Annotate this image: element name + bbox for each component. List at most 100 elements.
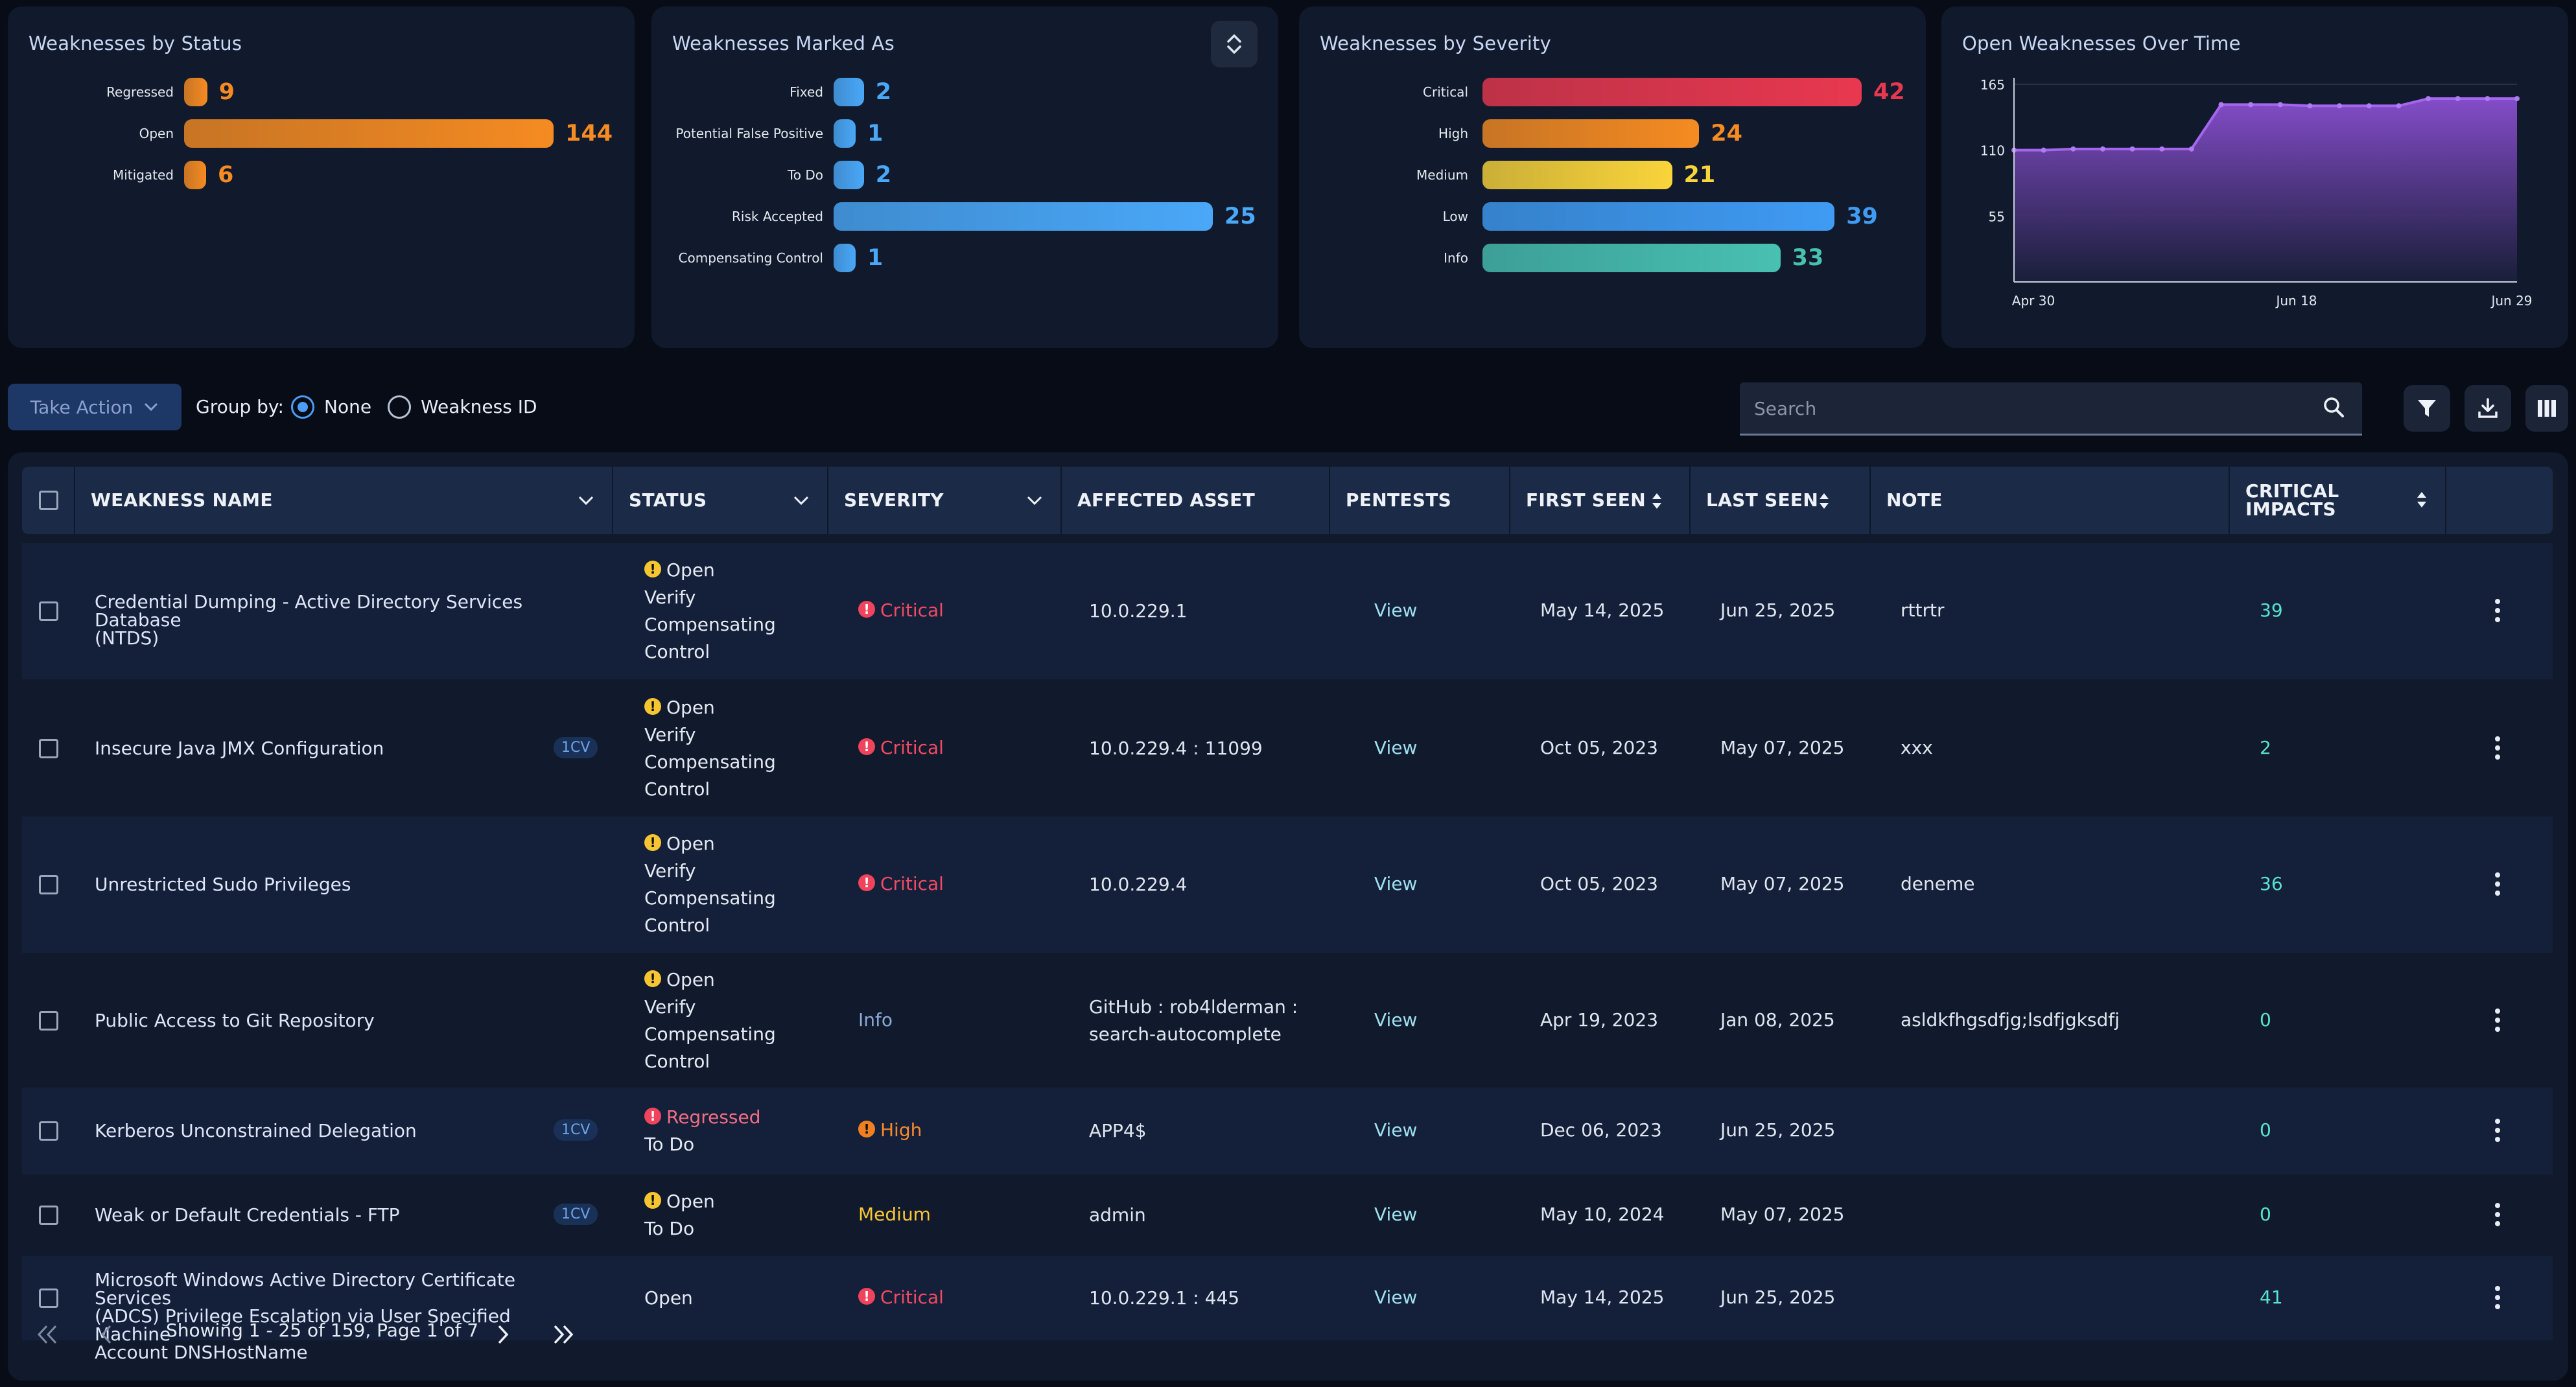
bar-row[interactable]: Fixed 2 — [651, 76, 1278, 108]
row-checkbox[interactable] — [39, 875, 58, 894]
data-point[interactable] — [2129, 146, 2135, 152]
weakness-name[interactable]: Credential Dumping - Active Directory Se… — [95, 593, 587, 647]
table-row[interactable]: Microsoft Windows Active Directory Certi… — [22, 1256, 2553, 1362]
bar-row[interactable]: High 24 — [1299, 117, 1926, 150]
bar-value: 2 — [875, 79, 892, 105]
first-page-icon[interactable] — [35, 1323, 61, 1346]
row-actions-icon[interactable] — [2494, 1008, 2501, 1036]
status-line: Verify — [644, 994, 776, 1021]
sort-icon — [2417, 492, 2426, 507]
header-critical-impacts[interactable]: CRITICAL IMPACTS — [2230, 467, 2446, 534]
data-point[interactable] — [2277, 102, 2283, 108]
row-actions-icon[interactable] — [2494, 736, 2501, 763]
bar-row[interactable]: Critical 42 — [1299, 76, 1926, 108]
data-point[interactable] — [2159, 146, 2165, 152]
pentests-view-link[interactable]: View — [1374, 1119, 1418, 1141]
search-input[interactable] — [1753, 391, 2287, 425]
bar-row[interactable]: Potential False Positive 1 — [651, 117, 1278, 150]
data-point[interactable] — [2366, 103, 2372, 109]
weakness-name[interactable]: Kerberos Unconstrained Delegation — [95, 1122, 587, 1140]
download-button[interactable] — [2465, 385, 2511, 432]
status-cell: ! Open Verify Compensating Control — [644, 557, 776, 666]
table-row[interactable]: Public Access to Git Repository! Open Veri… — [22, 953, 2553, 1089]
header-last-seen[interactable]: LAST SEEN — [1691, 467, 1871, 534]
data-point[interactable] — [2248, 102, 2254, 108]
pentests-view-link[interactable]: View — [1374, 737, 1418, 758]
previous-page-icon[interactable] — [99, 1323, 115, 1346]
bar-row[interactable]: Mitigated 6 — [8, 159, 635, 191]
data-point[interactable] — [2426, 96, 2431, 102]
status-line: Verify — [644, 721, 776, 749]
data-point[interactable] — [2455, 96, 2461, 102]
bar-row[interactable]: Info 33 — [1299, 242, 1926, 274]
row-checkbox[interactable] — [39, 1121, 58, 1141]
status-text: Open — [666, 1191, 715, 1212]
weakness-name[interactable]: Microsoft Windows Active Directory Certi… — [95, 1271, 587, 1362]
data-point[interactable] — [2337, 103, 2343, 109]
row-checkbox[interactable] — [39, 1206, 58, 1225]
weakness-name[interactable]: Public Access to Git Repository — [95, 1012, 587, 1030]
row-checkbox[interactable] — [39, 1011, 58, 1031]
pentests-view-link[interactable]: View — [1374, 873, 1418, 894]
bar-row[interactable]: Low 39 — [1299, 200, 1926, 233]
row-checkbox[interactable] — [39, 1288, 58, 1308]
table-row[interactable]: Insecure Java JMX Configuration 1CV! Open V… — [22, 681, 2553, 817]
data-point[interactable] — [2307, 103, 2313, 109]
bar-row[interactable]: Regressed 9 — [8, 76, 635, 108]
pentests-view-link[interactable]: View — [1374, 600, 1418, 621]
group-by-weakness-id-radio[interactable] — [388, 395, 411, 419]
weakness-name[interactable]: Weak or Default Credentials - FTP — [95, 1206, 587, 1224]
data-point[interactable] — [2396, 103, 2402, 109]
row-actions-icon[interactable] — [2494, 599, 2501, 626]
row-actions-icon[interactable] — [2494, 1286, 2501, 1313]
card-weaknesses-by-severity: Weaknesses by Severity Critical 42 High 24 M… — [1299, 6, 1926, 348]
status-text: Regressed — [666, 1106, 761, 1128]
table-row[interactable]: Unrestricted Sudo Privileges! Open Verify C… — [22, 817, 2553, 953]
row-actions-icon[interactable] — [2494, 1119, 2501, 1146]
bar — [184, 119, 554, 148]
columns-button[interactable] — [2525, 385, 2568, 432]
data-point[interactable] — [2514, 96, 2520, 102]
next-page-icon[interactable] — [494, 1323, 511, 1346]
table-row[interactable]: Credential Dumping - Active Directory Se… — [22, 543, 2553, 679]
bar-value: 1 — [867, 121, 884, 146]
bar-row[interactable]: To Do 2 — [651, 159, 1278, 191]
row-actions-icon[interactable] — [2494, 872, 2501, 900]
header-weakness-name[interactable]: WEAKNESS NAME — [75, 467, 613, 534]
select-all-checkbox[interactable] — [39, 491, 58, 510]
pentests-view-link[interactable]: View — [1374, 1204, 1418, 1225]
bar-row[interactable]: Compensating Control 1 — [651, 242, 1278, 274]
weakness-name[interactable]: Insecure Java JMX Configuration — [95, 740, 587, 758]
bar-row[interactable]: Open 144 — [8, 117, 635, 150]
table-row[interactable]: Weak or Default Credentials - FTP 1CV! Ope… — [22, 1174, 2553, 1256]
data-point[interactable] — [2100, 146, 2105, 152]
search-icon[interactable] — [2322, 395, 2345, 419]
data-point[interactable] — [2218, 102, 2224, 108]
asset-line: 10.0.229.1 : 445 — [1089, 1287, 1240, 1309]
table-row[interactable]: Kerberos Unconstrained Delegation 1CV! Reg… — [22, 1088, 2553, 1174]
take-action-button[interactable]: Take Action — [8, 384, 181, 430]
header-status[interactable]: STATUS — [613, 467, 828, 534]
status-line: ! Open — [644, 694, 776, 721]
header-label: CRITICAL — [2245, 480, 2339, 502]
severity-text: Critical — [880, 600, 944, 621]
header-first-seen[interactable]: FIRST SEEN — [1510, 467, 1691, 534]
group-by-none-radio[interactable] — [291, 395, 314, 419]
filter-button[interactable] — [2404, 385, 2450, 432]
data-point[interactable] — [2485, 96, 2490, 102]
data-point[interactable] — [2188, 146, 2194, 152]
bar-row[interactable]: Medium 21 — [1299, 159, 1926, 191]
weakness-name[interactable]: Unrestricted Sudo Privileges — [95, 876, 587, 894]
sort-toggle-button[interactable] — [1211, 21, 1258, 67]
header-severity[interactable]: SEVERITY — [828, 467, 1062, 534]
pentests-view-link[interactable]: View — [1374, 1287, 1418, 1308]
data-point[interactable] — [2041, 147, 2046, 153]
data-point[interactable] — [2070, 146, 2076, 152]
pentests-view-link[interactable]: View — [1374, 1009, 1418, 1031]
row-checkbox[interactable] — [39, 601, 58, 621]
row-actions-icon[interactable] — [2494, 1203, 2501, 1230]
row-checkbox[interactable] — [39, 739, 58, 758]
bar-row[interactable]: Risk Accepted 25 — [651, 200, 1278, 233]
last-page-icon[interactable] — [550, 1323, 576, 1346]
group-by-label: Group by: — [196, 396, 284, 417]
